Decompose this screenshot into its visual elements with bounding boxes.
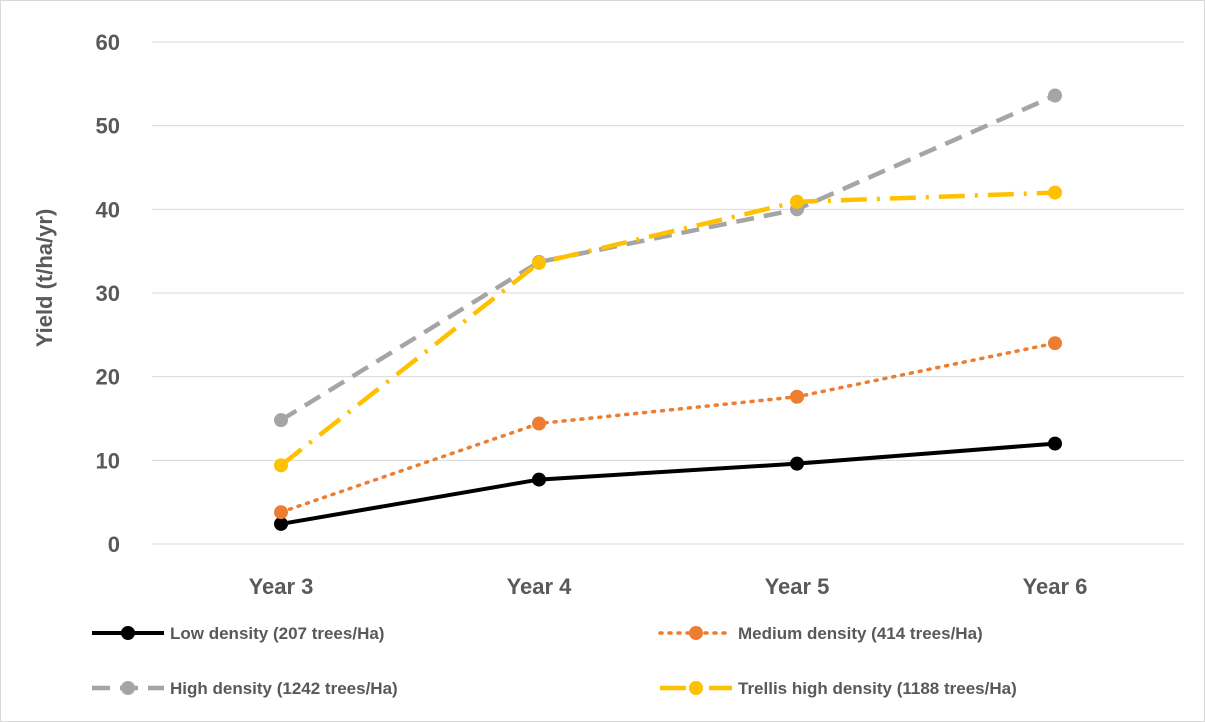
series-3 bbox=[274, 185, 1062, 473]
legend-item: Trellis high density (1188 trees/Ha) bbox=[660, 679, 1017, 698]
y-tick-label: 50 bbox=[96, 114, 120, 139]
series-lines bbox=[274, 88, 1062, 531]
y-axis-ticks: 0 10 20 30 40 50 60 bbox=[96, 30, 120, 557]
legend-label: Medium density (414 trees/Ha) bbox=[738, 624, 983, 643]
y-tick-label: 20 bbox=[96, 365, 120, 390]
data-point bbox=[1048, 185, 1062, 200]
x-tick-label: Year 6 bbox=[1023, 574, 1088, 599]
data-point bbox=[532, 416, 546, 431]
series-0 bbox=[274, 436, 1062, 531]
data-point bbox=[1048, 436, 1062, 451]
series-line bbox=[280, 441, 1056, 526]
data-point bbox=[790, 194, 804, 209]
y-axis-title: Yield (t/ha/yr) bbox=[32, 209, 57, 348]
y-tick-label: 60 bbox=[96, 30, 120, 55]
data-point bbox=[532, 472, 546, 487]
legend-label: Trellis high density (1188 trees/Ha) bbox=[738, 679, 1017, 698]
y-tick-label: 0 bbox=[108, 532, 120, 557]
data-point bbox=[790, 456, 804, 471]
legend-label: High density (1242 trees/Ha) bbox=[170, 679, 398, 698]
y-tick-label: 40 bbox=[96, 197, 120, 222]
x-axis-ticks: Year 3 Year 4 Year 5 Year 6 bbox=[249, 574, 1088, 599]
data-point bbox=[790, 389, 804, 404]
x-tick-label: Year 5 bbox=[765, 574, 830, 599]
gridlines bbox=[152, 41, 1184, 545]
data-point bbox=[274, 413, 288, 428]
legend-item: Medium density (414 trees/Ha) bbox=[658, 624, 983, 643]
legend-item: High density (1242 trees/Ha) bbox=[92, 679, 398, 698]
data-point bbox=[274, 505, 288, 520]
legend-marker bbox=[121, 626, 135, 640]
legend-marker bbox=[121, 681, 135, 695]
y-tick-label: 30 bbox=[96, 281, 120, 306]
data-point bbox=[532, 255, 546, 270]
legend-marker bbox=[689, 681, 703, 695]
data-point bbox=[1048, 88, 1062, 103]
y-tick-label: 10 bbox=[96, 448, 120, 473]
series-line bbox=[279, 341, 1057, 514]
legend-label: Low density (207 trees/Ha) bbox=[170, 624, 384, 643]
x-tick-label: Year 4 bbox=[507, 574, 573, 599]
series-line bbox=[279, 93, 1056, 423]
data-point bbox=[274, 516, 288, 531]
data-point bbox=[1048, 336, 1062, 351]
x-tick-label: Year 3 bbox=[249, 574, 314, 599]
series-1 bbox=[274, 336, 1062, 520]
data-point bbox=[274, 458, 288, 473]
legend-marker bbox=[689, 626, 703, 640]
legend: Low density (207 trees/Ha) Medium density… bbox=[92, 624, 1017, 698]
series-line bbox=[279, 190, 1056, 468]
legend-item: Low density (207 trees/Ha) bbox=[92, 624, 384, 643]
